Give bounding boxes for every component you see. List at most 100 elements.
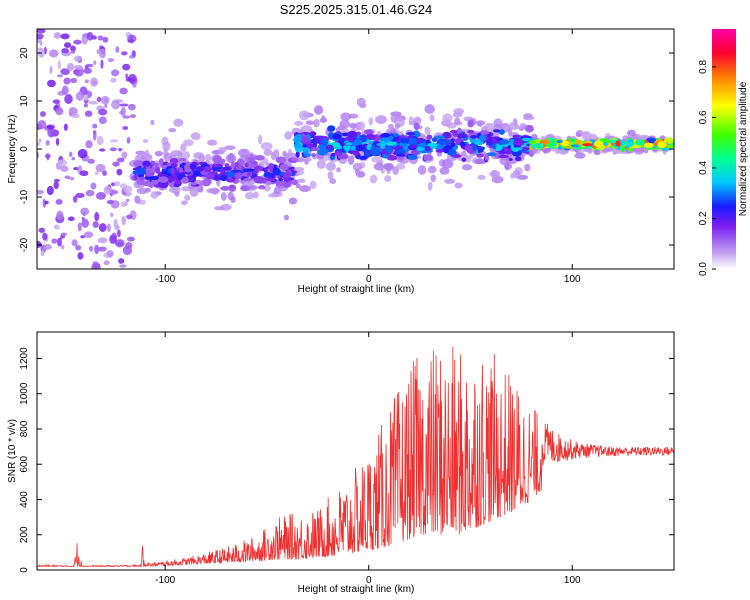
heatmap-cell (443, 148, 449, 154)
heatmap-cell (46, 185, 54, 196)
heatmap-cell (435, 148, 445, 153)
heatmap-cell (491, 142, 497, 150)
heatmap-cell (118, 258, 125, 264)
heatmap-cell (106, 223, 111, 232)
heatmap-cell (219, 168, 225, 174)
heatmap-cell (477, 122, 483, 127)
heatmap-cell (80, 235, 86, 239)
heatmap-cell (381, 132, 391, 138)
heatmap-cell (355, 144, 364, 152)
heatmap-cell (546, 143, 553, 148)
heatmap-cell (316, 159, 326, 169)
heatmap-cell (396, 163, 406, 170)
heatmap-cell (85, 189, 95, 197)
heatmap-cell (296, 178, 306, 183)
heatmap-cell (504, 124, 509, 133)
heatmap-cell (385, 145, 393, 154)
heatmap-cell (83, 94, 89, 101)
heatmap-cell (174, 179, 182, 185)
heatmap-cell (444, 178, 456, 184)
heatmap-cell (299, 185, 311, 193)
heatmap-cell (498, 154, 509, 159)
heatmap-cell (268, 162, 275, 170)
snr-ytick-label: 400 (19, 491, 30, 508)
heatmap-cell (55, 107, 64, 116)
snr-ylabel: SNR (10 * v/v) (7, 419, 18, 483)
heatmap-cell (129, 55, 134, 59)
heatmap-cell (121, 215, 126, 226)
heatmap-cell (514, 123, 520, 130)
heatmap-cell (626, 129, 636, 137)
heatmap-cell (263, 185, 271, 192)
heatmap-cell (446, 122, 457, 129)
heatmap-cell (352, 150, 360, 156)
heatmap-cell (464, 154, 474, 160)
heatmap-cell (97, 237, 108, 244)
heatmap-cell (90, 182, 97, 190)
heatmap-cell (104, 104, 108, 108)
heatmap-cell (309, 180, 317, 190)
heatmap-cell (515, 156, 522, 162)
heatmap-cell (51, 238, 58, 244)
heatmap-cell (127, 103, 136, 111)
snr-ytick-label: 800 (19, 420, 30, 437)
heatmap-cell (120, 106, 126, 117)
heatmap-cell (364, 129, 374, 135)
heatmap-cell (37, 29, 46, 34)
heatmap-cell (55, 137, 60, 146)
heatmap-cell (253, 191, 259, 199)
heatmap-cell (247, 168, 255, 172)
heatmap-cell (67, 62, 75, 71)
heatmap-cell (181, 176, 189, 184)
heatmap-cell (370, 144, 377, 153)
heatmap-cell (476, 153, 485, 158)
heatmap-cell (193, 170, 203, 176)
heatmap-cell (71, 239, 78, 247)
heatmap-cell (119, 87, 128, 95)
heatmap-cell (510, 173, 515, 179)
heatmap-cell (263, 149, 273, 156)
heatmap-cell (321, 115, 326, 122)
heatmap-cell (284, 131, 293, 140)
heatmap-cell (52, 99, 61, 104)
heatmap-cell (407, 154, 418, 160)
heatmap-cell (269, 173, 276, 179)
heatmap-cell (40, 250, 45, 257)
heatmap-cell (224, 145, 236, 151)
heatmap-cell (83, 102, 88, 108)
heatmap-cell (246, 172, 252, 177)
heatmap-cell (130, 77, 136, 83)
heatmap-cell (173, 118, 184, 127)
heatmap-cell (358, 155, 368, 160)
heatmap-cell (125, 77, 131, 82)
heatmap-cell (339, 119, 351, 129)
heatmap-cell (237, 148, 250, 157)
heatmap-cell (325, 144, 334, 150)
heatmap-cell (64, 93, 73, 104)
spectrogram-xtick-label: 0 (366, 274, 372, 285)
heatmap-cell (429, 114, 435, 122)
heatmap-cell (345, 142, 353, 146)
colorbar-tick-label: 0.0 (698, 262, 709, 276)
heatmap-cell (102, 36, 109, 43)
heatmap-cell (388, 135, 394, 141)
heatmap-cell (61, 85, 69, 95)
heatmap-cell (63, 77, 71, 85)
heatmap-cell (102, 170, 107, 176)
heatmap-cell (386, 141, 397, 146)
heatmap-cell (110, 234, 114, 243)
heatmap-cell (450, 141, 455, 148)
heatmap-cell (69, 176, 75, 181)
heatmap-cell (168, 186, 179, 193)
heatmap-cell (56, 74, 63, 78)
heatmap-cell (83, 67, 92, 74)
heatmap-cell (426, 155, 433, 161)
snr-xlabel: Height of straight line (km) (298, 584, 415, 595)
heatmap-cell (294, 134, 304, 142)
heatmap-cell (220, 175, 228, 182)
heatmap-cell (317, 148, 329, 156)
heatmap-cell (441, 158, 454, 169)
spectrogram-frame (36, 28, 675, 270)
heatmap-cell (205, 174, 215, 180)
